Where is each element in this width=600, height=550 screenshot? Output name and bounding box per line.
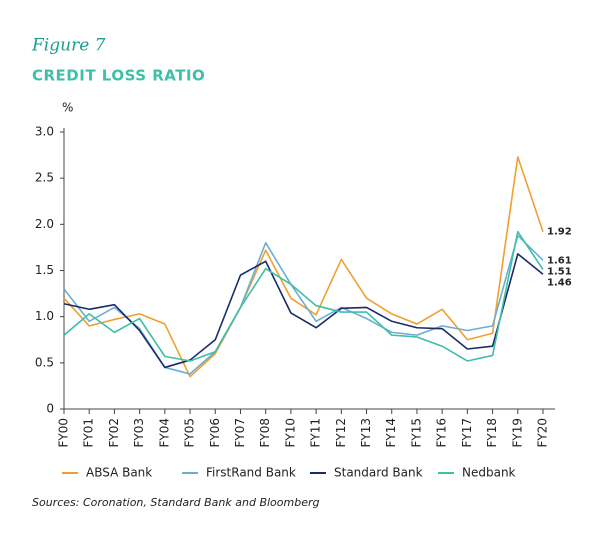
- figure-number: Figure 7: [31, 36, 106, 56]
- series-line: [63, 230, 544, 362]
- y-axis-label: %: [62, 101, 73, 115]
- series-line: [63, 234, 544, 375]
- y-tick-label: 2.5: [35, 171, 54, 185]
- series-line: [63, 156, 544, 378]
- y-tick-label: 2.0: [35, 217, 54, 231]
- x-tick-label: FY20: [536, 418, 550, 448]
- x-tick-label: FY05: [183, 418, 197, 448]
- source: Sources: Coronation, Standard Bank and B…: [32, 496, 319, 509]
- end-label: 1.46: [547, 277, 572, 288]
- x-tick-label: FY15: [409, 418, 423, 448]
- y-tick-label: 1.5: [35, 263, 54, 277]
- x-tick-label: FY01: [82, 418, 96, 448]
- x-tick-label: FY17: [460, 418, 474, 448]
- x-tick-label: FY18: [485, 418, 499, 448]
- x-tick-label: FY10: [283, 418, 297, 448]
- x-tick-label: FY13: [359, 418, 373, 448]
- end-label: 1.61: [547, 255, 572, 266]
- x-tick-label: FY07: [233, 418, 247, 448]
- x-tick-label: FY11: [309, 418, 323, 448]
- x-tick-label: FY12: [334, 418, 348, 448]
- x-tick-label: FY14: [384, 418, 398, 448]
- x-tick-label: FY00: [57, 418, 71, 448]
- y-tick-label: 0: [46, 402, 54, 416]
- end-label: 1.92: [547, 227, 572, 238]
- legend-label: Standard Bank: [334, 466, 423, 480]
- legend-label: FirstRand Bank: [206, 466, 296, 480]
- series-line: [63, 253, 544, 369]
- x-tick-label: FY04: [157, 418, 171, 448]
- x-tick-label: FY03: [132, 418, 146, 448]
- x-tick-label: FY19: [510, 418, 524, 448]
- chart-title: CREDIT LOSS RATIO: [32, 67, 205, 85]
- y-tick-label: 3.0: [35, 125, 54, 139]
- x-tick-label: FY16: [435, 418, 449, 448]
- legend-label: Nedbank: [462, 466, 516, 480]
- x-tick-label: FY08: [258, 418, 272, 448]
- x-tick-label: FY02: [107, 418, 121, 448]
- x-tick-label: FY06: [208, 418, 222, 448]
- legend-label: ABSA Bank: [86, 466, 152, 480]
- end-label: 1.51: [547, 266, 572, 277]
- y-tick-label: 1.0: [35, 309, 54, 323]
- y-tick-label: 0.5: [35, 355, 54, 369]
